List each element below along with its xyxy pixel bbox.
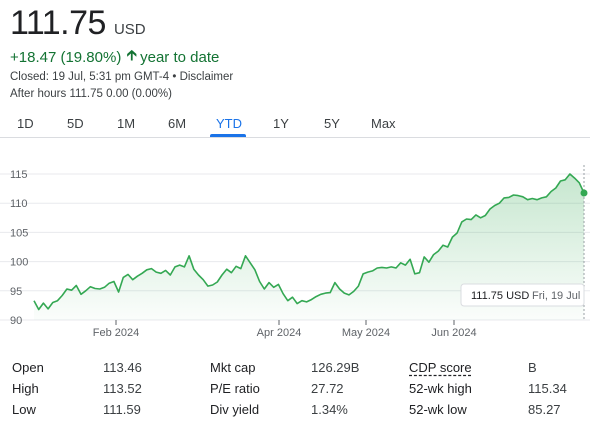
- stat-label-52wk-high: 52-wk high: [409, 381, 472, 396]
- x-tick-label: Apr 2024: [257, 327, 302, 339]
- tooltip-date: Fri, 19 Jul: [532, 290, 580, 302]
- cdp-score-link[interactable]: CDP score: [409, 360, 472, 375]
- range-tabs: 1D 5D 1M 6M YTD 1Y 5Y Max: [0, 112, 590, 138]
- stat-value-cdp: B: [528, 360, 537, 375]
- tabs-divider: [0, 137, 590, 138]
- price-change: +18.47 (19.80%) 🡱 year to date: [10, 45, 219, 70]
- tab-6m[interactable]: 6M: [168, 116, 187, 131]
- stat-label-high: High: [12, 381, 39, 396]
- active-tab-indicator: [210, 134, 246, 137]
- arrow-up-icon: 🡱: [126, 47, 138, 64]
- stat-label-open: Open: [12, 360, 44, 375]
- closed-info: Closed: 19 Jul, 5:31 pm GMT-4 • Disclaim…: [10, 71, 234, 83]
- last-price-dot: [580, 189, 588, 197]
- stat-value-low: 111.59: [103, 402, 141, 417]
- stat-label-div-yield: Div yield: [210, 402, 260, 417]
- stat-value-div-yield: 1.34%: [311, 402, 348, 417]
- currency-label: USD: [113, 21, 146, 38]
- y-tick-label: 90: [10, 315, 22, 327]
- y-tick-label: 100: [10, 257, 28, 269]
- tab-1d[interactable]: 1D: [17, 116, 34, 131]
- after-hours-info: After hours 111.75 0.00 (0.00%): [10, 88, 172, 100]
- price-line: [33, 173, 585, 311]
- tooltip-price: 111.75 USD: [471, 290, 529, 302]
- stat-value-high: 113.52: [103, 381, 142, 396]
- stat-value-52wk-low: 85.27: [528, 402, 561, 417]
- stat-label-mkt-cap: Mkt cap: [210, 360, 256, 375]
- tooltip-box: [460, 283, 585, 307]
- change-period: year to date: [140, 49, 220, 66]
- tab-5d[interactable]: 5D: [67, 116, 84, 131]
- y-tick-label: 95: [10, 286, 22, 298]
- price-tooltip: 111.75 USD Fri, 19 Jul: [460, 283, 585, 307]
- y-tick-label: 115: [10, 169, 28, 181]
- tab-max[interactable]: Max: [371, 116, 396, 131]
- tab-5y[interactable]: 5Y: [324, 116, 340, 131]
- price-header: 111.75 USD: [10, 4, 146, 43]
- y-tick-label: 110: [10, 198, 28, 210]
- stat-value-pe-ratio: 27.72: [311, 381, 344, 396]
- price-area: [34, 174, 584, 320]
- y-tick-label: 105: [10, 227, 28, 239]
- stat-value-mkt-cap: 126.29B: [311, 360, 360, 375]
- stat-value-52wk-high: 115.34: [528, 381, 567, 396]
- x-tick-label: Feb 2024: [93, 327, 139, 339]
- tab-ytd[interactable]: YTD: [216, 116, 242, 131]
- stat-value-open: 113.46: [103, 360, 142, 375]
- change-value: +18.47 (19.80%): [10, 49, 122, 66]
- stat-label-low: Low: [12, 402, 36, 417]
- current-price: 111.75: [10, 4, 106, 42]
- x-tick-label: Jun 2024: [431, 327, 476, 339]
- stat-label-pe-ratio: P/E ratio: [210, 381, 260, 396]
- tab-1y[interactable]: 1Y: [273, 116, 289, 131]
- tab-1m[interactable]: 1M: [117, 116, 136, 131]
- stat-label-52wk-low: 52-wk low: [409, 402, 467, 417]
- x-tick-label: May 2024: [342, 327, 390, 339]
- price-chart[interactable]: 90 95 100 105 110 115 Feb 2024 Apr 2024 May 202…: [0, 155, 590, 345]
